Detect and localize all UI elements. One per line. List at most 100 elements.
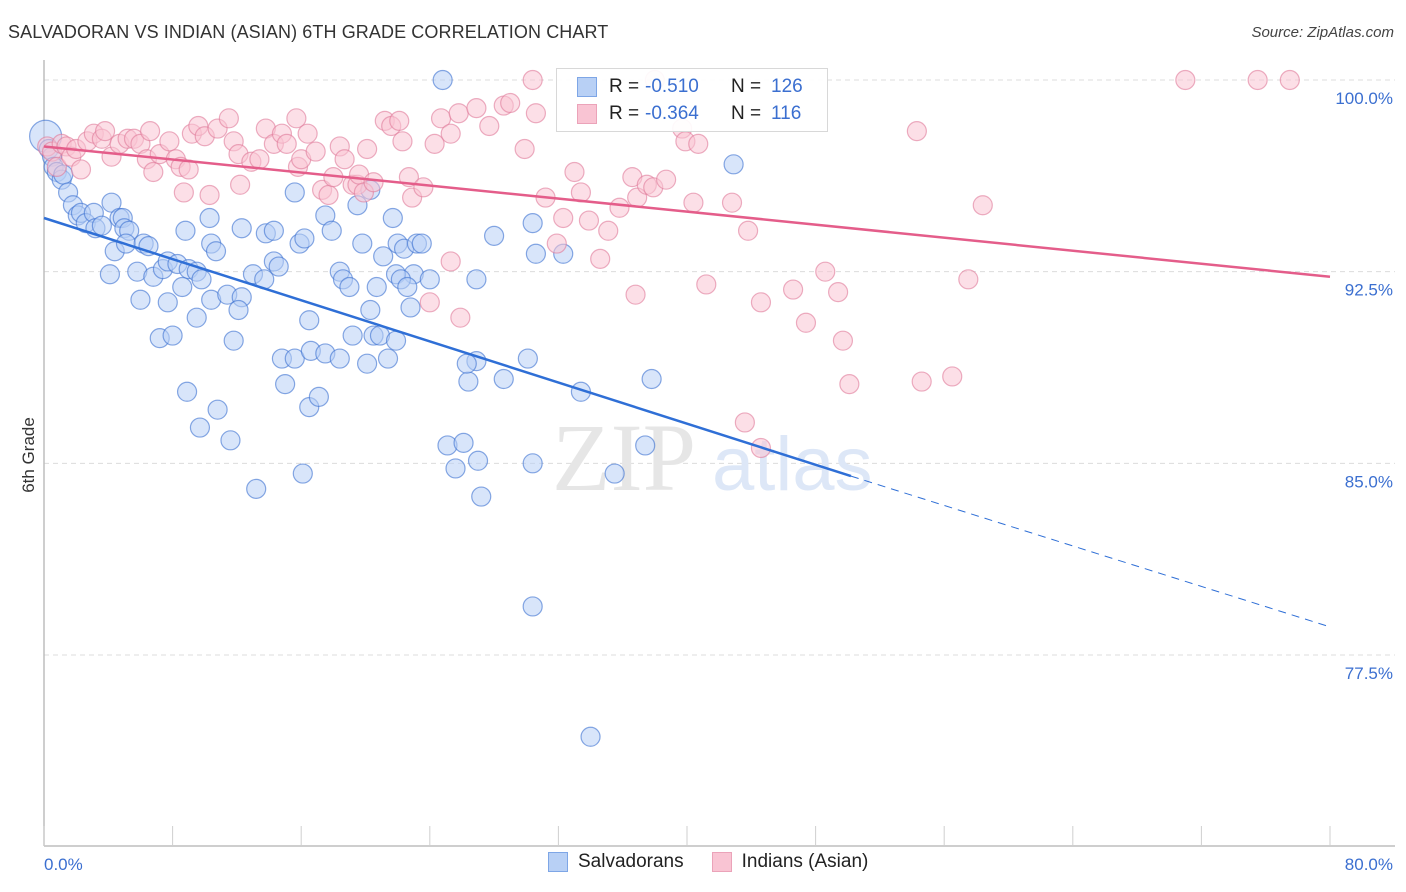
data-point [906,121,927,142]
data-point [294,228,315,249]
data-point [450,307,471,328]
data-point [1279,69,1300,91]
x-tick-label: 0.0% [44,855,83,874]
r-label: R = [609,103,640,124]
data-point [432,69,453,91]
data-point [832,330,854,351]
data-point [305,141,326,162]
data-point [230,174,251,195]
data-point [656,169,677,190]
data-point [815,261,836,282]
data-point [448,103,469,124]
data-point [357,138,378,160]
stats-row-indians-asian: R = -0.364 N = 116 [577,101,801,127]
data-point [373,246,394,267]
data-point [517,348,538,369]
r-value: -0.364 [645,103,699,124]
stats-legend: R = -0.510 N = 126 R = -0.364 N = 116 [556,68,828,132]
data-point [176,381,198,402]
data-point [228,299,249,321]
legend-item-salvadorans[interactable]: Salvadorans [548,851,684,873]
data-point [580,726,601,747]
data-point [641,368,662,390]
data-point [275,374,296,395]
data-point [175,220,196,241]
data-point [397,276,418,298]
data-point [223,330,244,351]
n-label: N = [731,76,762,97]
data-point [466,98,487,119]
watermark-zip: ZIP [552,404,696,511]
series-indians-asian [37,69,1300,459]
data-point [357,353,378,374]
data-point [363,172,384,193]
data-point [839,374,860,395]
data-point [366,276,387,298]
data-point [522,453,543,474]
data-point [525,243,546,264]
data-point [400,297,421,318]
watermark-atlas: atlas [712,422,873,507]
data-point [604,463,625,484]
data-point [268,256,289,277]
data-point [392,131,413,152]
tick-labels: 100.0% 92.5% 85.0% 77.5% 0.0% 80.0% [44,89,1393,874]
data-point [522,69,543,91]
data-point [609,197,630,218]
data-point [46,156,67,177]
data-point [590,248,611,269]
data-point [292,463,313,484]
data-point [635,435,656,456]
data-point [467,450,489,471]
data-point [598,220,619,241]
salvadorans-swatch [548,852,568,872]
data-point [413,177,434,198]
legend-item-indians-asian[interactable]: Indians (Asian) [711,851,869,873]
data-point [419,292,440,313]
data-point [688,133,709,154]
n-label: N = [731,103,762,124]
data-point [546,233,567,254]
data-point [308,386,329,407]
data-point [782,279,804,300]
data-point [329,348,350,369]
indians-asian-swatch [577,104,597,124]
data-point [553,207,574,229]
data-point [342,325,363,346]
data-point [440,123,461,144]
data-point [94,121,116,142]
x-tick-label: 80.0% [1345,855,1393,874]
data-point [91,215,112,236]
data-point [493,368,514,390]
trend-lines [43,145,1331,628]
r-value: -0.510 [645,76,699,97]
legend-label: Indians (Asian) [741,851,869,872]
source-label: Source: ZipAtlas.com [1251,24,1394,41]
y-tick-label: 92.5% [1345,281,1393,300]
data-point [522,596,543,617]
data-point [207,399,228,420]
trend-line-salvadorans-extrapolated [850,475,1331,628]
data-point [382,207,403,229]
data-point [942,366,963,387]
salvadorans-swatch [577,77,597,97]
trend-line-salvadorans [43,216,852,478]
data-point [130,289,151,310]
data-point [578,210,600,231]
data-point [1247,69,1268,91]
data-point [199,184,220,206]
data-point [297,123,318,144]
data-point [321,220,342,241]
legend-label: Salvadorans [578,851,684,872]
data-point [522,213,543,234]
data-point [70,159,92,180]
trend-line-indians-asian [43,145,1331,279]
data-point [479,115,500,137]
data-point [750,292,772,313]
data-point [445,458,466,479]
data-point [795,312,817,333]
data-point [143,161,164,183]
data-point [471,486,492,507]
data-point [419,269,440,290]
data-point [456,353,477,374]
